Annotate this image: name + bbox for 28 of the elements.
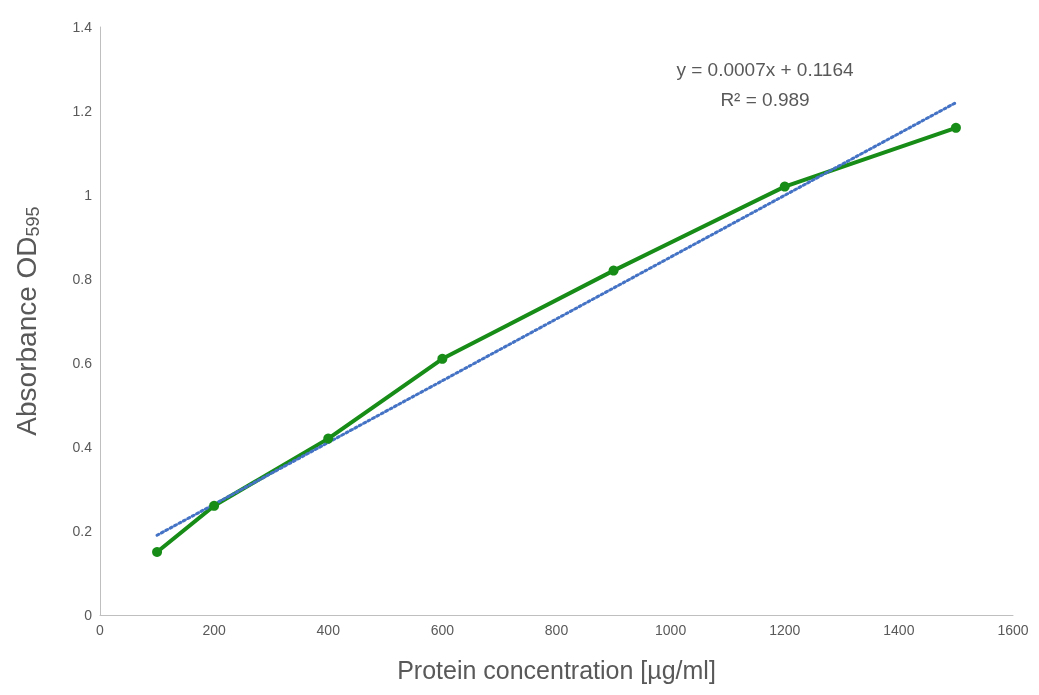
x-tick-label: 200: [202, 622, 227, 638]
point: [323, 433, 334, 444]
y-tick-label: 1: [84, 187, 93, 203]
annotation: R² = 0.989: [720, 89, 810, 110]
point: [209, 500, 220, 511]
y-axis-title: Absorbance OD595: [10, 206, 43, 436]
y-tick-label: 0.8: [72, 271, 93, 287]
x-tick-label: 600: [430, 622, 455, 638]
x-tick-label: 1200: [769, 622, 801, 638]
annotation: y = 0.0007x + 0.1164: [676, 59, 854, 80]
point: [779, 181, 790, 192]
x-tick-label: 0: [96, 622, 105, 638]
x-tick-label: 1600: [997, 622, 1029, 638]
x-tick-label: 1000: [655, 622, 687, 638]
point: [152, 547, 163, 557]
point: [608, 265, 619, 276]
point: [437, 353, 448, 364]
y-tick-label: 1.2: [72, 103, 93, 119]
point: [950, 122, 961, 133]
y-tick-label: 1.4: [72, 19, 93, 35]
x-tick-label: 800: [544, 622, 569, 638]
x-tick-label: 400: [316, 622, 341, 638]
x-axis-title: Protein concentration [µg/ml]: [397, 655, 716, 684]
y-tick-label: 0.2: [72, 523, 93, 539]
x-tick-label: 1400: [883, 622, 915, 638]
y-tick-label: 0.6: [72, 355, 93, 371]
y-tick-label: 0: [84, 607, 93, 623]
y-tick-label: 0.4: [72, 439, 93, 455]
